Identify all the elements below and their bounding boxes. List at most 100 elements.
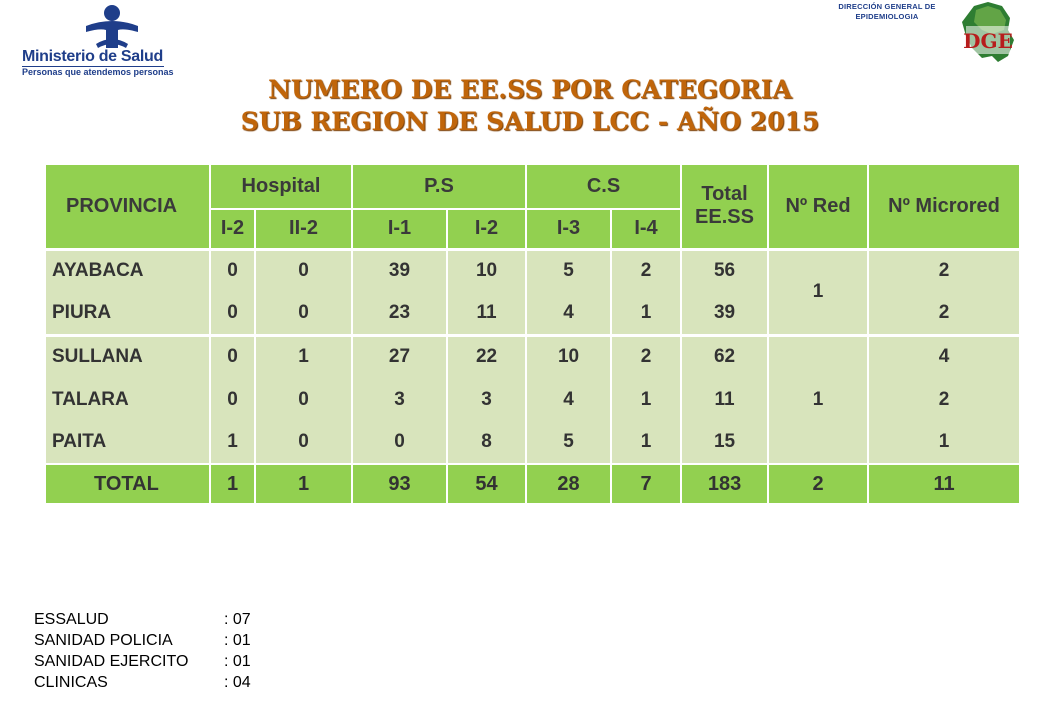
- cell-value: 1: [209, 421, 256, 464]
- page-title: NUMERO DE EE.SS POR CATEGORIA SUB REGION…: [0, 74, 1040, 138]
- dge-header-text: DIRECCIÓN GENERAL DE EPIDEMIOLOGIA: [822, 2, 952, 22]
- cell-total: 56: [680, 247, 770, 292]
- total-value: 11: [867, 463, 1022, 505]
- dge-text-line1: DIRECCIÓN GENERAL DE: [838, 2, 936, 11]
- note-value: : 01: [224, 632, 251, 649]
- header-microred: Nº Microred: [867, 163, 1022, 250]
- header-total-eess: Total EE.SS: [680, 163, 770, 250]
- cell-value: 0: [209, 333, 256, 378]
- total-value: 28: [525, 463, 613, 505]
- dge-text-line2: EPIDEMIOLOGIA: [855, 12, 919, 21]
- table-row: SULLANA 0 1 27 22 10 2 62 1 4: [44, 333, 1022, 464]
- cell-provincia: PIURA: [44, 292, 211, 335]
- cell-value: 27: [351, 333, 448, 378]
- other-establishments-notes: ESSALUD : 07 SANIDAD POLICIA : 01 SANIDA…: [34, 609, 251, 693]
- header-row-1: PROVINCIA Hospital P.S C.S Total EE.SS N…: [44, 163, 1022, 250]
- cell-value: 1: [254, 333, 353, 378]
- cell-value: 0: [254, 292, 353, 335]
- logo-divider: [22, 66, 164, 67]
- cell-total: 11: [680, 378, 770, 421]
- cell-value: 0: [209, 292, 256, 335]
- cell-value: 39: [351, 247, 448, 292]
- cell-value: 5: [525, 421, 613, 464]
- subheader-cs-i4: I-4: [610, 208, 683, 250]
- total-value: 1: [254, 463, 353, 505]
- table-row: AYABACA 0 0 39 10 5 2 56 1 2: [44, 247, 1022, 335]
- cell-total: 62: [680, 333, 770, 378]
- cell-value: 0: [254, 421, 353, 464]
- minsa-person-icon: [86, 5, 138, 48]
- cell-value: 23: [351, 292, 448, 335]
- cell-provincia: AYABACA: [44, 247, 211, 292]
- cell-value: 4: [525, 292, 613, 335]
- title-line1: NUMERO DE EE.SS POR CATEGORIA: [268, 75, 792, 104]
- header-provincia: PROVINCIA: [44, 163, 211, 250]
- cell-total: 15: [680, 421, 770, 464]
- total-value: 54: [445, 463, 528, 505]
- header-cs: C.S: [525, 163, 683, 210]
- subheader-hospital-i2: I-2: [209, 208, 256, 250]
- cell-value: 0: [254, 247, 353, 292]
- cell-value: 0: [209, 378, 256, 421]
- note-row: CLINICAS : 04: [34, 672, 251, 693]
- cell-value: 0: [209, 247, 256, 292]
- cell-value: 4: [525, 378, 613, 421]
- cell-provincia: PAITA: [44, 421, 211, 464]
- note-row: SANIDAD EJERCITO : 01: [34, 651, 251, 672]
- header-total-line2: EE.SS: [695, 206, 754, 229]
- cell-value: 3: [351, 378, 448, 421]
- logo-slogan: Personas que atendemos personas: [22, 67, 174, 77]
- cell-value: 8: [445, 421, 528, 464]
- dge-logo-letters: DGE: [963, 29, 1013, 53]
- logo-name: Ministerio de Salud: [22, 48, 163, 65]
- cell-microred: 2: [867, 247, 1022, 292]
- note-label: ESSALUD: [34, 611, 109, 628]
- cell-value: 10: [525, 333, 613, 378]
- cell-microred: 2: [867, 378, 1022, 421]
- note-label: SANIDAD EJERCITO: [34, 653, 189, 670]
- note-value: : 01: [224, 653, 251, 670]
- header-hospital: Hospital: [209, 163, 353, 210]
- cell-value: 1: [610, 421, 683, 464]
- cell-value: 11: [445, 292, 528, 335]
- table-row: PAITA 1 0 0 8 5 1 15 1: [44, 421, 1022, 464]
- cell-total: 39: [680, 292, 770, 335]
- total-value: 2: [767, 463, 870, 505]
- note-value: : 07: [224, 611, 251, 628]
- header-ps: P.S: [350, 163, 528, 210]
- header-row-2: I-2 II-2 I-1 I-2 I-3 I-4: [45, 208, 1020, 250]
- cell-value: 22: [445, 333, 528, 378]
- cell-microred: 4: [867, 333, 1022, 378]
- cell-value: 10: [445, 247, 528, 292]
- cell-value: 2: [610, 247, 683, 292]
- cell-value: 1: [610, 378, 683, 421]
- ministerio-de-salud-logo: Ministerio de Salud Personas que atendem…: [22, 4, 174, 78]
- cell-red-group: 1: [767, 333, 870, 464]
- table-row: PIURA 0 0 23 11 4 1 39 2: [44, 292, 1022, 335]
- table-row: TALARA 0 0 3 3 4 1 11 2: [44, 378, 1022, 421]
- cell-value: 2: [610, 333, 683, 378]
- cell-microred: 2: [867, 292, 1022, 335]
- total-value: 1: [209, 463, 256, 505]
- cell-provincia: SULLANA: [44, 333, 211, 378]
- note-value: : 04: [224, 674, 251, 691]
- subheader-cs-i3: I-3: [525, 208, 613, 250]
- subheader-hospital-ii2: II-2: [254, 208, 353, 250]
- note-label: CLINICAS: [34, 674, 108, 691]
- note-row: SANIDAD POLICIA : 01: [34, 630, 251, 651]
- header-red: Nº Red: [767, 163, 870, 250]
- total-row: TOTAL 1 1 93 54 28 7 183 2 11: [44, 463, 1022, 505]
- note-row: ESSALUD : 07: [34, 609, 251, 630]
- cell-value: 0: [351, 421, 448, 464]
- subheader-ps-i2: I-2: [445, 208, 528, 250]
- title-line2: SUB REGION DE SALUD LCC - AÑO 2015: [240, 107, 820, 136]
- subheader-ps-i1: I-1: [351, 208, 448, 250]
- total-value: 93: [351, 463, 448, 505]
- cell-microred: 1: [867, 421, 1022, 464]
- cell-provincia: TALARA: [44, 378, 211, 421]
- dge-map-logo: DGE: [962, 2, 1014, 62]
- cell-value: 3: [445, 378, 528, 421]
- cell-value: 0: [254, 378, 353, 421]
- cell-red-group: 1: [767, 247, 870, 335]
- header-total-line1: Total: [701, 183, 748, 206]
